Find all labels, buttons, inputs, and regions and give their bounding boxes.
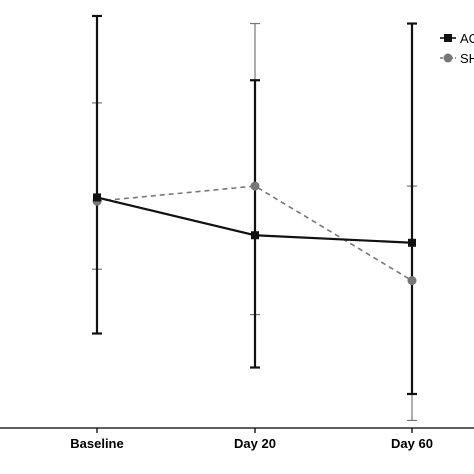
data-point: [407, 276, 417, 286]
data-point: [408, 238, 416, 247]
legend: AC SH: [440, 31, 474, 66]
legend-marker: [443, 53, 453, 63]
series-line: [96, 185, 413, 282]
legend-item-ac: AC: [440, 31, 474, 46]
series-ac: [93, 193, 416, 247]
x-tick-label: Baseline: [70, 436, 123, 451]
error-bars-ac: [92, 14, 417, 396]
data-point: [93, 193, 101, 202]
legend-item-sh: SH: [440, 51, 474, 66]
data-point: [250, 181, 260, 191]
series-layer: [92, 14, 417, 422]
legend-marker: [444, 34, 452, 42]
x-tick-label: Day 20: [234, 436, 276, 451]
x-axis: Baseline Day 20 Day 60: [0, 427, 474, 451]
legend-label: AC: [460, 31, 474, 46]
x-tick-label: Day 60: [391, 436, 433, 451]
data-point: [251, 231, 259, 240]
legend-label: SH: [460, 51, 474, 66]
